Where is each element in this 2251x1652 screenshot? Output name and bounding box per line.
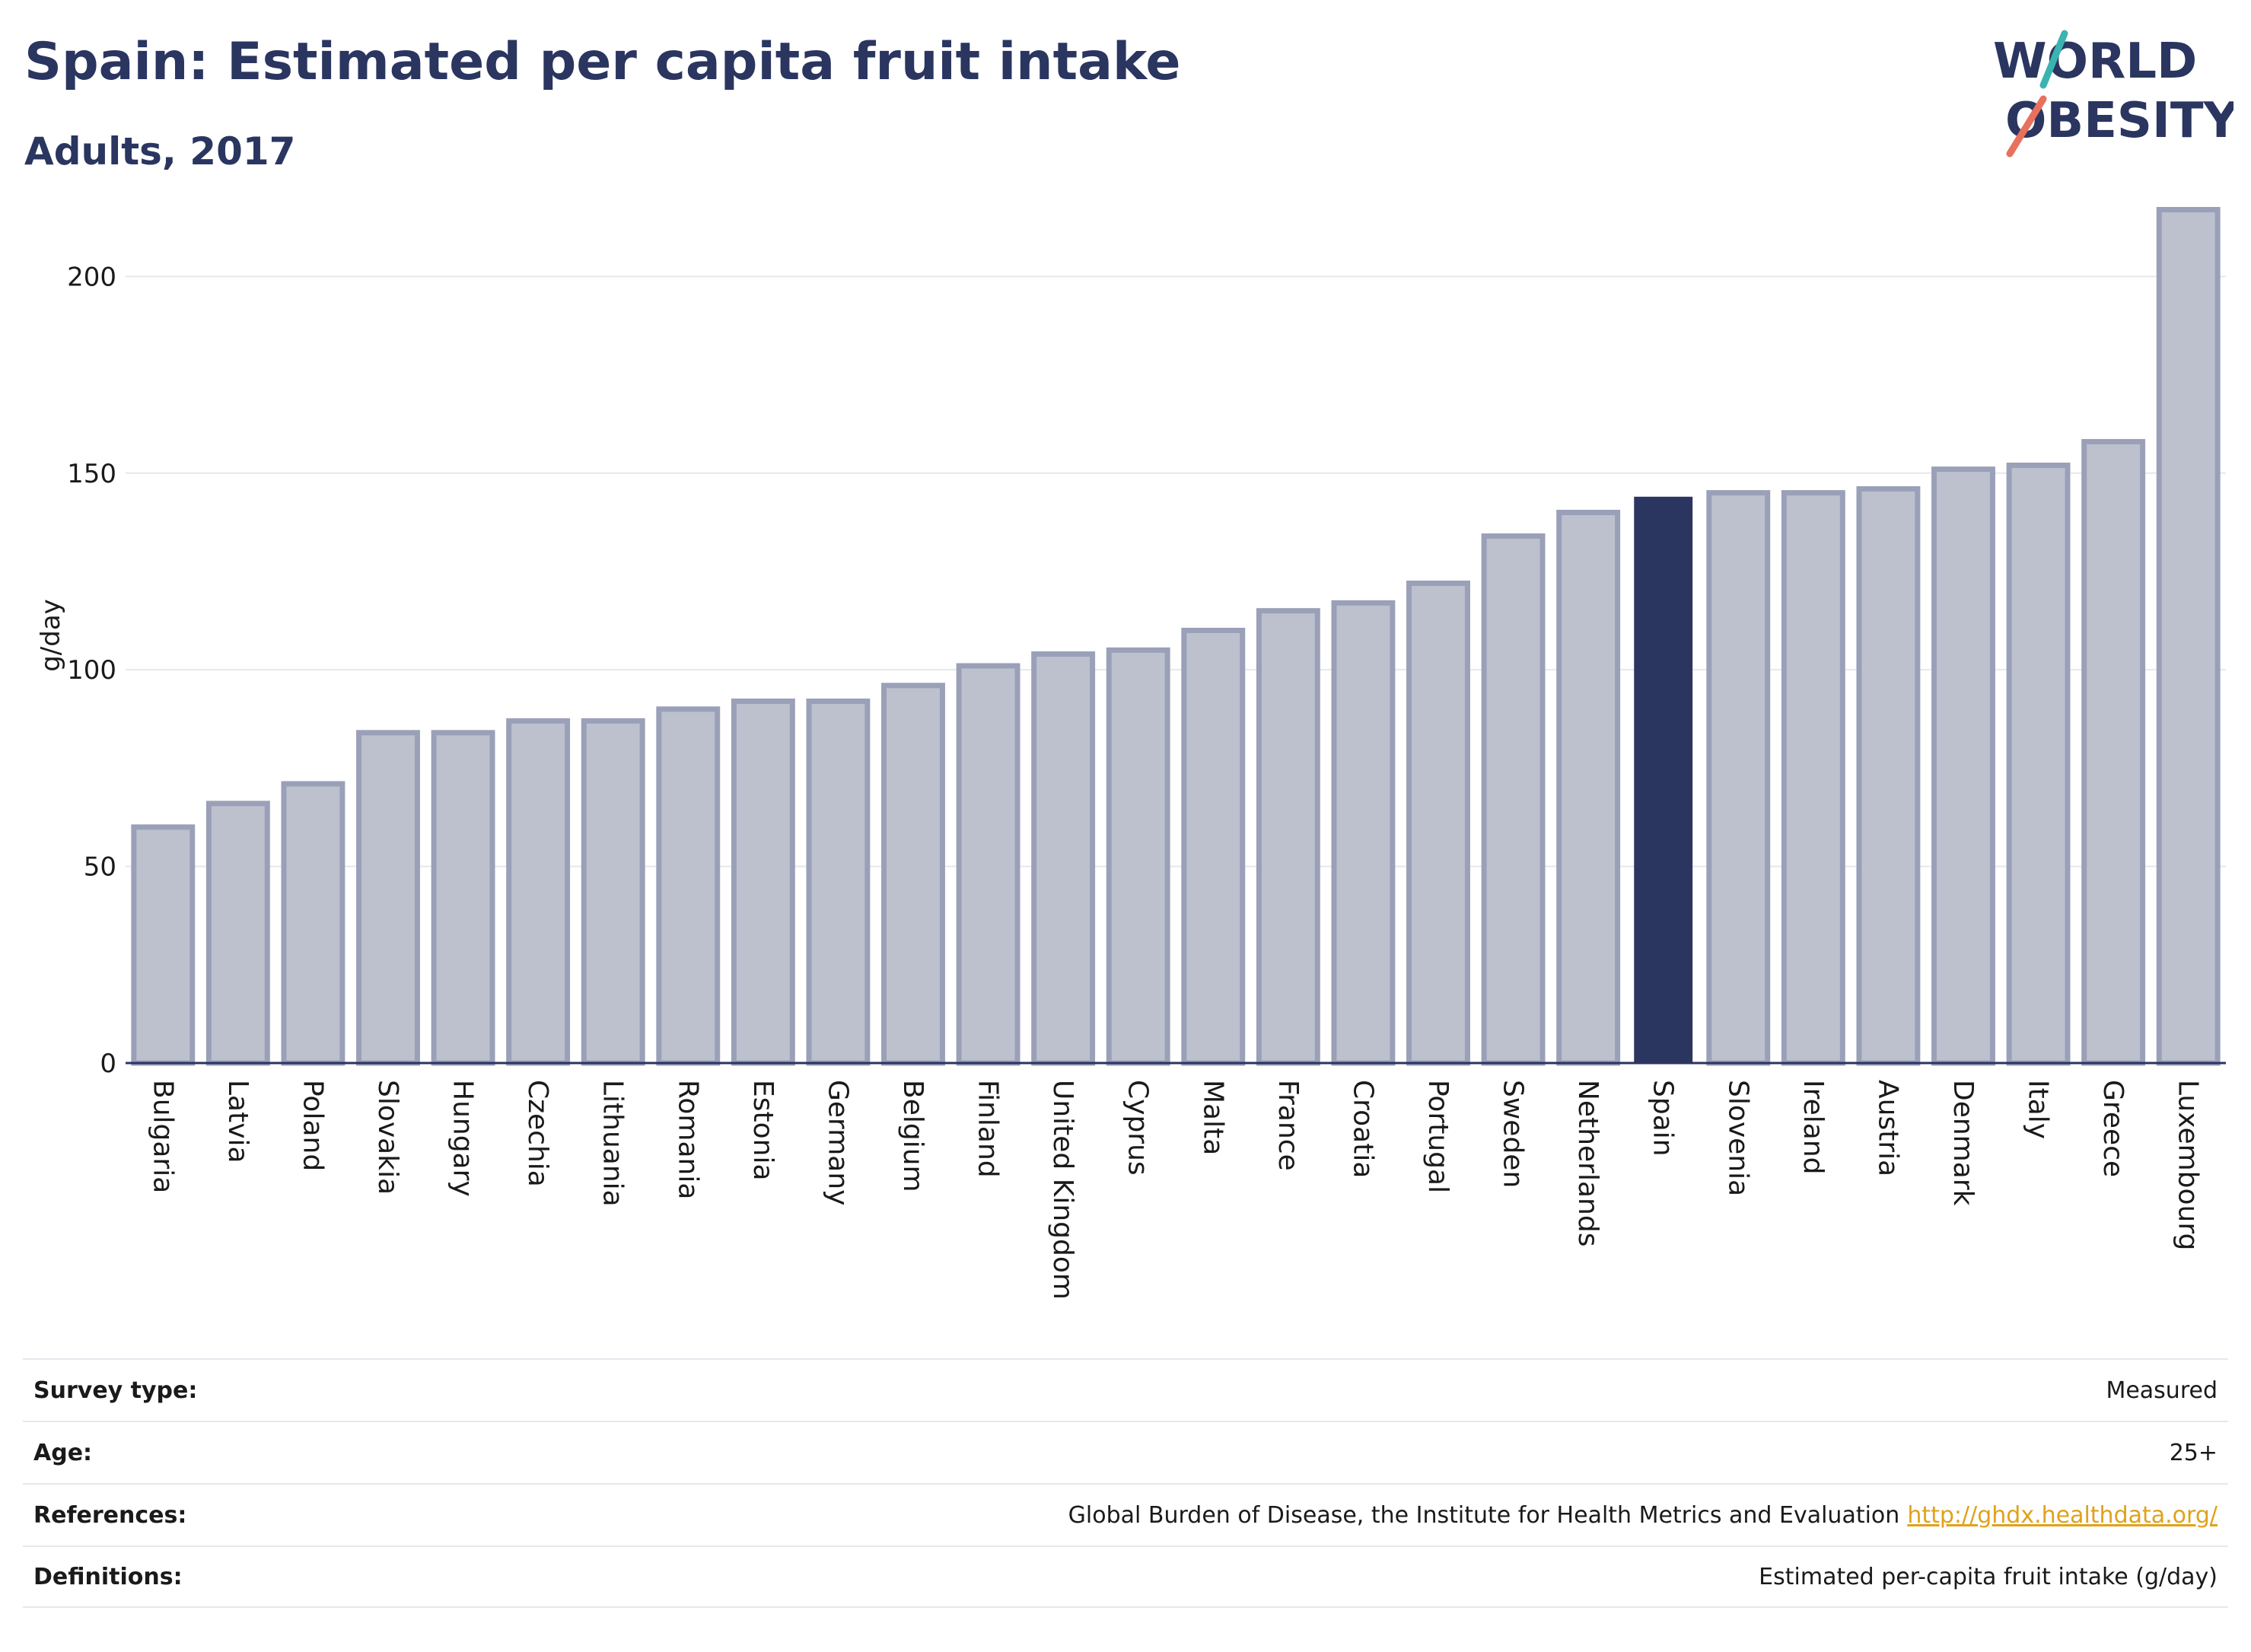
x-tick-label: Slovenia xyxy=(1722,1080,1753,1196)
x-tick-label: Croatia xyxy=(1347,1080,1378,1178)
y-tick-label: 200 xyxy=(67,262,116,292)
bar-latvia[interactable] xyxy=(205,801,270,1066)
references-link[interactable]: http://ghdx.healthdata.org/ xyxy=(1907,1501,2218,1529)
x-tick-label: Netherlands xyxy=(1572,1080,1603,1246)
x-tick-label: Austria xyxy=(1872,1080,1903,1176)
bar-sweden[interactable] xyxy=(1481,533,1546,1066)
bars xyxy=(131,207,2221,1066)
age-label: Age: xyxy=(33,1439,93,1466)
definitions-row: Definitions: Estimated per-capita fruit … xyxy=(23,1545,2228,1608)
x-tick-label: Greece xyxy=(2097,1080,2128,1177)
world-obesity-logo: WORLD OBESITY xyxy=(1993,30,2233,158)
x-tick-label: Poland xyxy=(297,1080,328,1171)
x-tick-label: Italy xyxy=(2023,1080,2054,1139)
y-tick-label: 150 xyxy=(67,459,116,489)
bar-cyprus[interactable] xyxy=(1106,647,1170,1066)
y-axis-label: g/day xyxy=(36,599,66,672)
bar-greece[interactable] xyxy=(2081,438,2146,1066)
x-tick-label: Czechia xyxy=(522,1080,553,1187)
bar-bulgaria[interactable] xyxy=(131,824,196,1066)
axes: 0 50 100 150 200 Bulgaria Latvia Poland Slovakia… xyxy=(67,262,2226,1300)
references-value: Global Burden of Disease, the Institute … xyxy=(1068,1501,1900,1529)
x-tick-label: Denmark xyxy=(1947,1080,1979,1206)
bar-united-kingdom[interactable] xyxy=(1031,651,1096,1066)
bar-chart: 0 50 100 150 200 Bulgaria Latvia Poland Slovakia… xyxy=(36,207,2226,1300)
references-value-wrap: Global Burden of Disease, the Institute … xyxy=(1068,1502,2218,1529)
bar-croatia[interactable] xyxy=(1331,600,1396,1066)
bar-czechia[interactable] xyxy=(506,718,571,1066)
bar-austria[interactable] xyxy=(1856,485,1921,1066)
bar-spain[interactable] xyxy=(1634,496,1693,1063)
bar-portugal[interactable] xyxy=(1406,580,1470,1066)
x-tick-label: Lithuania xyxy=(597,1080,629,1207)
references-row: References: Global Burden of Disease, th… xyxy=(23,1483,2228,1545)
bar-finland[interactable] xyxy=(956,663,1020,1066)
x-tick-label: Portugal xyxy=(1422,1080,1453,1193)
page-title: Spain: Estimated per capita fruit intake xyxy=(24,32,1181,92)
y-tick-label: 100 xyxy=(67,655,116,686)
info-table: Survey type: Measured Age: 25+ Reference… xyxy=(23,1358,2228,1608)
bar-slovenia[interactable] xyxy=(1706,490,1771,1066)
x-tick-label: Belgium xyxy=(897,1080,928,1192)
definitions-label: Definitions: xyxy=(33,1563,183,1590)
age-value: 25+ xyxy=(2169,1439,2218,1466)
logo-slash-teal-icon xyxy=(2039,30,2068,89)
bar-france[interactable] xyxy=(1256,608,1320,1066)
x-tick-label: Ireland xyxy=(1797,1080,1829,1175)
y-tick-label: 0 xyxy=(100,1049,116,1079)
x-tick-label: Latvia xyxy=(222,1080,253,1163)
x-tick-label: United Kingdom xyxy=(1047,1080,1078,1300)
x-tick-label: Slovakia xyxy=(372,1080,403,1195)
x-tick-label: Luxembourg xyxy=(2173,1080,2204,1250)
survey-type-value: Measured xyxy=(2106,1377,2218,1404)
x-tick-label: Malta xyxy=(1197,1080,1228,1155)
bar-slovakia[interactable] xyxy=(356,730,420,1066)
bar-romania[interactable] xyxy=(656,706,721,1066)
bar-luxembourg[interactable] xyxy=(2156,207,2221,1066)
bar-ireland[interactable] xyxy=(1781,490,1845,1066)
logo-slash-coral-icon xyxy=(2006,95,2047,158)
x-tick-label: Cyprus xyxy=(1122,1080,1154,1176)
bar-malta[interactable] xyxy=(1181,628,1246,1066)
x-tick-label: Sweden xyxy=(1498,1080,1529,1188)
definitions-value: Estimated per-capita fruit intake (g/day… xyxy=(1759,1563,2218,1590)
survey-type-row: Survey type: Measured xyxy=(23,1358,2228,1421)
survey-type-label: Survey type: xyxy=(33,1377,198,1404)
bar-denmark[interactable] xyxy=(1931,466,1995,1066)
x-tick-label: Romania xyxy=(672,1080,703,1199)
x-tick-label: Bulgaria xyxy=(147,1080,178,1193)
x-tick-label: Germany xyxy=(822,1080,853,1205)
y-tick-label: 50 xyxy=(84,852,116,883)
x-tick-label: France xyxy=(1272,1080,1304,1171)
x-tick-label: Finland xyxy=(973,1080,1004,1178)
bar-belgium[interactable] xyxy=(881,683,945,1066)
bar-italy[interactable] xyxy=(2006,462,2071,1066)
references-label: References: xyxy=(33,1501,187,1529)
page-subtitle: Adults, 2017 xyxy=(24,129,296,173)
x-tick-label: Hungary xyxy=(447,1080,479,1197)
bar-netherlands[interactable] xyxy=(1556,509,1621,1066)
bar-germany[interactable] xyxy=(806,699,871,1066)
bar-hungary[interactable] xyxy=(431,730,495,1066)
x-tick-label: Estonia xyxy=(747,1080,778,1181)
logo-line1: WORLD xyxy=(1993,33,2197,90)
x-tick-label: Spain xyxy=(1648,1080,1679,1157)
age-row: Age: 25+ xyxy=(23,1421,2228,1483)
bar-poland[interactable] xyxy=(281,781,345,1066)
bar-estonia[interactable] xyxy=(731,699,795,1066)
bar-lithuania[interactable] xyxy=(581,718,645,1066)
